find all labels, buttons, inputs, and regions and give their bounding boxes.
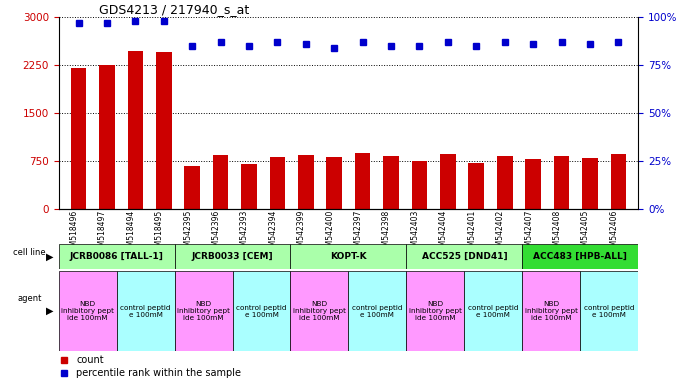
Text: GSM518495: GSM518495 xyxy=(155,210,164,256)
Bar xyxy=(150,209,178,244)
Bar xyxy=(497,156,513,209)
Text: GSM542402: GSM542402 xyxy=(495,210,504,256)
Bar xyxy=(525,159,541,209)
Bar xyxy=(604,209,633,244)
Bar xyxy=(298,155,314,209)
Bar xyxy=(405,209,434,244)
Text: GSM542406: GSM542406 xyxy=(609,210,618,257)
Bar xyxy=(235,209,263,244)
Text: NBD
inhibitory pept
ide 100mM: NBD inhibitory pept ide 100mM xyxy=(409,301,462,321)
Text: JCRB0086 [TALL-1]: JCRB0086 [TALL-1] xyxy=(70,252,164,261)
Bar xyxy=(406,244,522,269)
Bar xyxy=(128,51,144,209)
Text: NBD
inhibitory pept
ide 100mM: NBD inhibitory pept ide 100mM xyxy=(61,301,114,321)
Bar xyxy=(175,271,233,351)
Text: ACC525 [DND41]: ACC525 [DND41] xyxy=(422,252,507,261)
Bar xyxy=(117,271,175,351)
Bar xyxy=(434,209,462,244)
Bar xyxy=(99,65,115,209)
Bar xyxy=(156,52,172,209)
Bar xyxy=(178,209,206,244)
Bar xyxy=(522,244,638,269)
Bar xyxy=(290,271,348,351)
Text: GSM542408: GSM542408 xyxy=(553,210,562,256)
Bar xyxy=(290,244,406,269)
Bar xyxy=(233,271,290,351)
Text: GSM542393: GSM542393 xyxy=(240,210,249,257)
Bar xyxy=(64,209,92,244)
Bar xyxy=(355,153,371,209)
Text: NBD
inhibitory pept
ide 100mM: NBD inhibitory pept ide 100mM xyxy=(293,301,346,321)
Bar xyxy=(469,162,484,209)
Text: GSM542397: GSM542397 xyxy=(354,210,363,257)
Text: ACC483 [HPB-ALL]: ACC483 [HPB-ALL] xyxy=(533,252,627,261)
Text: control peptid
e 100mM: control peptid e 100mM xyxy=(468,305,519,318)
Text: GSM542399: GSM542399 xyxy=(297,210,306,257)
Bar xyxy=(582,158,598,209)
Bar xyxy=(519,209,547,244)
Bar xyxy=(92,209,121,244)
Bar xyxy=(206,209,235,244)
Text: NBD
inhibitory pept
ide 100mM: NBD inhibitory pept ide 100mM xyxy=(525,301,578,321)
Text: GSM542394: GSM542394 xyxy=(268,210,277,257)
Bar xyxy=(320,209,348,244)
Bar xyxy=(554,156,569,209)
Bar xyxy=(383,156,399,209)
Bar xyxy=(71,68,86,209)
Text: GSM542400: GSM542400 xyxy=(325,210,334,257)
Text: GSM518494: GSM518494 xyxy=(126,210,135,256)
Bar xyxy=(462,209,491,244)
Bar xyxy=(213,155,228,209)
Text: KOPT-K: KOPT-K xyxy=(330,252,367,261)
Bar xyxy=(59,271,117,351)
Text: GSM542395: GSM542395 xyxy=(183,210,193,257)
Bar xyxy=(412,161,427,209)
Text: JCRB0033 [CEM]: JCRB0033 [CEM] xyxy=(192,252,273,261)
Text: GSM542407: GSM542407 xyxy=(524,210,533,257)
Text: agent: agent xyxy=(17,295,41,303)
Bar xyxy=(292,209,320,244)
Bar xyxy=(547,209,575,244)
Bar xyxy=(580,271,638,351)
Bar xyxy=(326,157,342,209)
Bar xyxy=(175,244,290,269)
Bar xyxy=(270,157,285,209)
Text: GSM518497: GSM518497 xyxy=(98,210,107,256)
Bar xyxy=(491,209,519,244)
Bar xyxy=(406,271,464,351)
Text: GSM542405: GSM542405 xyxy=(581,210,590,257)
Text: GSM542401: GSM542401 xyxy=(467,210,476,256)
Bar xyxy=(59,244,175,269)
Text: ▶: ▶ xyxy=(46,306,54,316)
Text: ▶: ▶ xyxy=(46,251,54,262)
Bar xyxy=(522,271,580,351)
Bar xyxy=(464,271,522,351)
Text: count: count xyxy=(76,355,104,365)
Bar xyxy=(377,209,405,244)
Bar xyxy=(241,164,257,209)
Text: control peptid
e 100mM: control peptid e 100mM xyxy=(584,305,635,318)
Bar xyxy=(348,209,377,244)
Bar xyxy=(184,166,200,209)
Text: NBD
inhibitory pept
ide 100mM: NBD inhibitory pept ide 100mM xyxy=(177,301,230,321)
Text: GSM542396: GSM542396 xyxy=(212,210,221,257)
Bar xyxy=(263,209,292,244)
Text: control peptid
e 100mM: control peptid e 100mM xyxy=(236,305,287,318)
Text: GDS4213 / 217940_s_at: GDS4213 / 217940_s_at xyxy=(99,3,250,16)
Text: GSM542404: GSM542404 xyxy=(439,210,448,257)
Bar xyxy=(121,209,150,244)
Text: cell line: cell line xyxy=(13,248,46,257)
Bar xyxy=(575,209,604,244)
Bar xyxy=(611,154,627,209)
Text: GSM542398: GSM542398 xyxy=(382,210,391,256)
Text: GSM518496: GSM518496 xyxy=(70,210,79,256)
Text: control peptid
e 100mM: control peptid e 100mM xyxy=(352,305,403,318)
Text: GSM542403: GSM542403 xyxy=(411,210,420,257)
Bar xyxy=(348,271,406,351)
Text: control peptid
e 100mM: control peptid e 100mM xyxy=(120,305,171,318)
Bar xyxy=(440,154,455,209)
Text: percentile rank within the sample: percentile rank within the sample xyxy=(76,368,241,379)
